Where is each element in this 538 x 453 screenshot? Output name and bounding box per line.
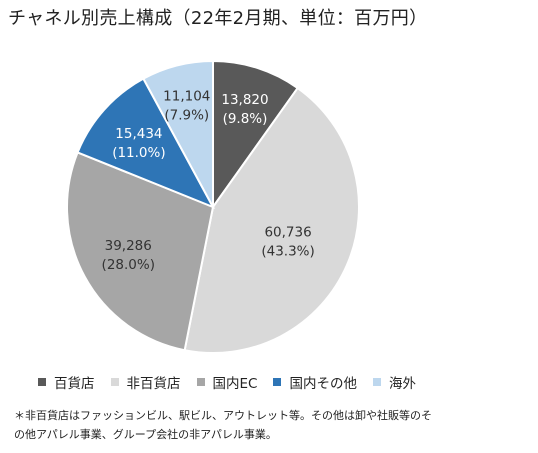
legend-swatch: [38, 378, 46, 386]
footnote-line-2: の他アパレル事業、グループ会社の非アパレル事業。: [14, 428, 277, 441]
slice-percent-label: (43.3%): [261, 243, 314, 259]
slice-value-label: 60,736: [264, 224, 311, 240]
slice-percent-label: (28.0%): [102, 257, 155, 273]
legend-swatch: [273, 378, 282, 386]
legend-swatch: [196, 378, 205, 386]
pie-slice: [76, 77, 216, 209]
legend-item-domestic-other: 国内その他: [273, 372, 357, 392]
pie-slice: [66, 151, 215, 352]
pie-slice: [142, 59, 214, 208]
legend-label: 海外: [388, 376, 416, 392]
legend-label: 百貨店: [54, 376, 95, 392]
pie-slice: [183, 86, 360, 354]
legend-label: 国内EC: [212, 376, 258, 392]
legend-swatch: [110, 378, 119, 386]
legend-item-domestic-ec: 国内EC: [196, 372, 258, 392]
footnote-line-1: ＊非百貨店はファッションビル、駅ビル、アウトレット等。その他は卸や社販等のそ: [14, 409, 432, 422]
legend-item-department-store: 百貨店: [38, 372, 95, 392]
chart-title: チャネル別売上構成（22年2月期、単位：百万円）: [8, 8, 428, 29]
legend-item-non-department-store: 非百貨店: [110, 372, 181, 392]
legend-label: 非百貨店: [126, 376, 181, 392]
slice-percent-label: (9.8%): [223, 111, 268, 127]
slice-percent-label: (7.9%): [164, 108, 209, 124]
legend: 百貨店 非百貨店 国内EC 国内その他 海外: [38, 372, 432, 392]
slice-value-label: 11,104: [163, 89, 210, 105]
footnote: ＊非百貨店はファッションビル、駅ビル、アウトレット等。その他は卸や社販等のそ の…: [14, 406, 534, 444]
slice-value-label: 39,286: [105, 238, 152, 254]
legend-swatch: [372, 378, 381, 386]
pie-chart: 13,820 (9.8%) 60,736 (43.3%) 39,286 (28.0%) 15…: [66, 59, 360, 354]
slice-value-label: 15,434: [115, 126, 162, 142]
pie-slice: [212, 59, 300, 211]
slice-value-label: 13,820: [221, 92, 268, 108]
legend-item-overseas: 海外: [372, 372, 416, 392]
legend-label: 国内その他: [289, 376, 357, 392]
slice-percent-label: (11.0%): [112, 145, 165, 161]
